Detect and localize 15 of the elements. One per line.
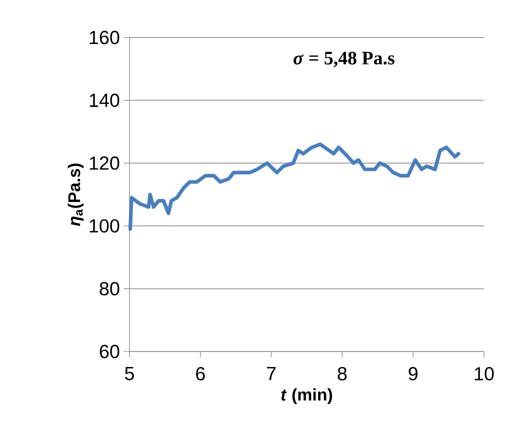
x-tick-label: 6 (196, 367, 205, 380)
y-axis-title: η$_{a}$(Pa.s) (68, 164, 84, 226)
x-tick-label: 9 (408, 367, 418, 380)
x-axis-title: t (min) (281, 388, 332, 404)
annotation: σ = 5,48 Pa.s (294, 52, 394, 68)
x-tick-label: 5 (124, 367, 134, 380)
y-tick-label: 80 (100, 282, 120, 296)
x-tick-label: 7 (267, 367, 276, 380)
x-tick-label: 8 (338, 367, 347, 380)
y-tick-label: 120 (90, 156, 120, 170)
y-tick-label: 60 (100, 344, 120, 358)
y-tick-label: 100 (90, 219, 120, 233)
y-tick-label: 160 (90, 30, 120, 44)
y-tick-label: 140 (90, 94, 120, 107)
x-tick-label: 10 (474, 367, 494, 380)
